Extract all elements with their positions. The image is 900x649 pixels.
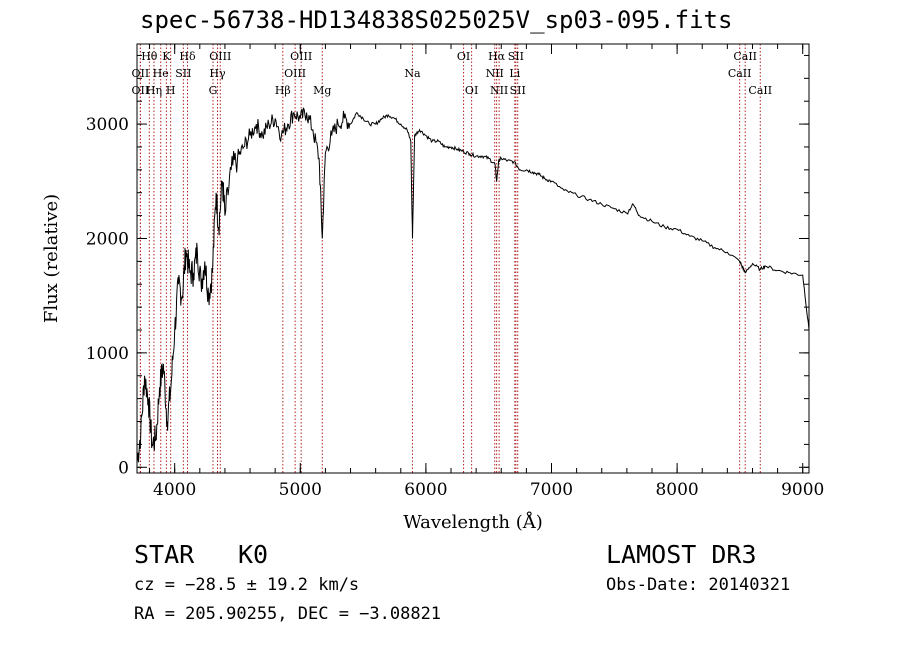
y-tick-label-0: 0: [118, 458, 129, 478]
line-label-21: NII: [490, 84, 508, 97]
line-label-7: SII: [175, 67, 191, 80]
line-label-10: Hγ: [209, 67, 226, 80]
line-label-20: NII: [486, 67, 504, 80]
chart-title: spec-56738-HD134838S025025V_sp03-095.fit…: [140, 6, 733, 34]
redshift-value: cz = −28.5 ± 19.2 km/s: [134, 575, 360, 595]
line-label-25: CaII: [733, 50, 757, 63]
observation-date: Obs-Date: 20140321: [606, 575, 791, 595]
line-label-2: OII: [132, 84, 150, 97]
x-axis-label: Wavelength (Å): [403, 511, 543, 533]
plot-frame: [136, 43, 810, 474]
x-tick-label-5: 9000: [781, 480, 824, 500]
line-label-22: SII: [508, 50, 524, 63]
x-tick-label-4: 8000: [655, 480, 698, 500]
line-label-5: K: [162, 50, 171, 63]
y-tick-label-1: 1000: [86, 344, 129, 364]
line-label-12: Hβ: [275, 84, 291, 97]
line-label-13: OIII: [290, 50, 312, 63]
x-tick-label-2: 6000: [404, 480, 447, 500]
line-label-11: G: [209, 84, 218, 97]
y-tick-label-3: 3000: [86, 115, 129, 135]
y-tick-label-2: 2000: [86, 229, 129, 249]
line-label-14: OIII: [284, 67, 306, 80]
line-label-3: He: [153, 67, 169, 80]
line-label-23: Li: [509, 67, 520, 80]
line-label-6: H: [166, 84, 176, 97]
line-label-24: SII: [510, 84, 526, 97]
line-label-17: OI: [457, 50, 470, 63]
line-label-4: Hη: [146, 84, 162, 97]
line-label-27: CaII: [748, 84, 772, 97]
x-tick-label-3: 7000: [530, 480, 573, 500]
line-label-9: OIII: [209, 50, 231, 63]
line-label-26: CaII: [728, 67, 752, 80]
y-axis-label: Flux (relative): [41, 194, 62, 323]
x-tick-label-0: 4000: [153, 480, 196, 500]
line-label-1: OII: [132, 67, 150, 80]
line-label-8: Hδ: [179, 50, 196, 63]
line-label-0: Hθ: [141, 50, 158, 63]
line-label-19: Hα: [488, 50, 506, 63]
line-label-18: OI: [465, 84, 478, 97]
coordinates: RA = 205.90255, DEC = −3.08821: [134, 604, 442, 624]
x-tick-label-1: 5000: [279, 480, 322, 500]
line-label-16: Na: [404, 67, 421, 80]
object-subclass: K0: [238, 540, 269, 569]
object-class: STAR: [134, 540, 195, 569]
line-label-15: Mg: [313, 84, 331, 97]
spectrum-line: [136, 107, 810, 463]
survey-name: LAMOST DR3: [606, 540, 757, 569]
